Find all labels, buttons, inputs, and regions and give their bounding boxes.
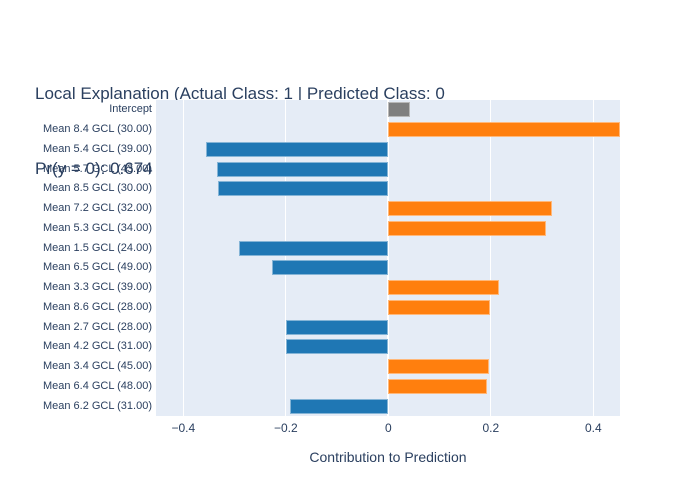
bar-mean-5.4-gcl-39.00[interactable] <box>205 141 389 157</box>
bar-mean-7.2-gcl-32.00[interactable] <box>388 201 553 217</box>
y-axis-label: Mean 1.5 GCL (24.00) <box>42 241 152 254</box>
bar-mean-2.7-gcl-28.00[interactable] <box>285 319 389 335</box>
y-axis-label: Mean 7.2 GCL (32.00) <box>42 202 152 215</box>
bar-intercept[interactable] <box>388 102 411 118</box>
x-axis-tick-label: 0 <box>384 421 392 435</box>
bar-mean-1.5-gcl-24.00[interactable] <box>239 240 389 256</box>
bar-mean-8.5-gcl-30.00[interactable] <box>217 181 389 197</box>
bar-mean-8.4-gcl-30.00[interactable] <box>388 122 620 138</box>
grid-line <box>182 100 184 416</box>
chart-title-line1: Local Explanation (Actual Class: 1 | Pre… <box>35 84 445 103</box>
x-axis-tick-label: 0.4 <box>584 421 602 435</box>
x-axis-tick-label: −0.2 <box>273 421 298 435</box>
y-axis-label: Mean 8.5 GCL (30.00) <box>42 182 152 195</box>
bar-mean-3.4-gcl-45.00[interactable] <box>388 359 490 375</box>
y-axis-label: Mean 5.3 GCL (34.00) <box>42 221 152 234</box>
y-axis-labels: Intercept Mean 8.4 GCL (30.00) Mean 5.4 GC… <box>0 100 152 416</box>
bar-mean-6.5-gcl-49.00[interactable] <box>272 260 389 276</box>
bar-mean-6.2-gcl-31.00[interactable] <box>289 398 389 414</box>
y-axis-label: Mean 3.3 GCL (39.00) <box>42 281 152 294</box>
y-axis-label: Intercept <box>109 103 152 116</box>
y-axis-label: Mean 5.7 GCL (43.00) <box>42 162 152 175</box>
y-axis-label: Mean 3.4 GCL (45.00) <box>42 360 152 373</box>
y-axis-label: Mean 8.6 GCL (28.00) <box>42 300 152 313</box>
plot-area <box>156 100 620 416</box>
y-axis-label: Mean 6.5 GCL (49.00) <box>42 261 152 274</box>
bar-mean-3.3-gcl-39.00[interactable] <box>388 280 499 296</box>
y-axis-label: Mean 5.4 GCL (39.00) <box>42 142 152 155</box>
zero-line <box>387 100 390 416</box>
x-axis-title: Contribution to Prediction <box>309 449 467 465</box>
y-axis-label: Mean 4.2 GCL (31.00) <box>42 340 152 353</box>
grid-line <box>285 100 287 416</box>
bar-mean-4.2-gcl-31.00[interactable] <box>285 339 389 355</box>
grid-line <box>490 100 492 416</box>
y-axis-label: Mean 8.4 GCL (30.00) <box>42 123 152 136</box>
y-axis-label: Mean 6.2 GCL (31.00) <box>42 399 152 412</box>
grid-line <box>592 100 594 416</box>
bar-mean-5.3-gcl-34.00[interactable] <box>388 220 546 236</box>
y-axis-label: Mean 6.4 GCL (48.00) <box>42 379 152 392</box>
x-axis-tick-label: −0.4 <box>171 421 196 435</box>
y-axis-label: Mean 2.7 GCL (28.00) <box>42 320 152 333</box>
bar-mean-8.6-gcl-28.00[interactable] <box>388 299 490 315</box>
bar-mean-5.7-gcl-43.00[interactable] <box>217 161 389 177</box>
x-axis-tick-label: 0.2 <box>482 421 500 435</box>
bar-mean-6.4-gcl-48.00[interactable] <box>388 378 487 394</box>
